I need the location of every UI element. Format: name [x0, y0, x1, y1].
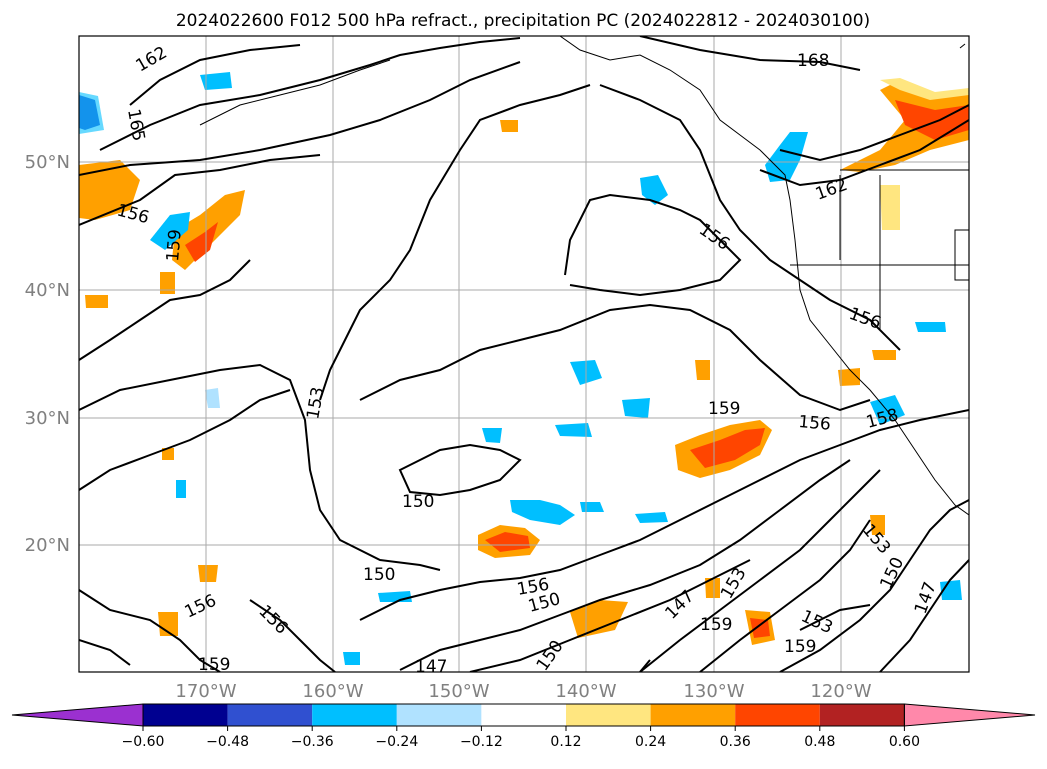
contour-label: 159 — [700, 615, 732, 635]
colorbar-outline — [142, 703, 905, 727]
contour-label: 150 — [402, 492, 434, 512]
graticule — [79, 36, 969, 672]
colorbar-segment — [650, 704, 736, 726]
colorbar-segment — [143, 704, 228, 726]
colorbar-extend-low — [11, 703, 144, 727]
colorbar-tick-label: −0.36 — [291, 734, 334, 750]
colorbar-tick-label: 0.36 — [720, 734, 751, 750]
lon-label: 120°W — [810, 681, 871, 702]
precip-shading — [79, 72, 969, 665]
colorbar-segments — [11, 703, 1036, 727]
colorbar-tick-label: −0.12 — [460, 734, 503, 750]
contour-label: 147 — [415, 657, 447, 677]
colorbar-segment — [396, 704, 482, 726]
colorbar-segment — [819, 704, 905, 726]
colorbar-tick-label: −0.24 — [375, 734, 418, 750]
map-title: 2024022600 F012 500 hPa refract., precip… — [176, 11, 870, 31]
colorbar-segment — [227, 704, 313, 726]
colorbar-tick-label: 0.48 — [804, 734, 835, 750]
map-area: 168 162 165 156 159 156 156 153 150 150 … — [79, 36, 969, 677]
contour-label: 150 — [363, 565, 395, 585]
lon-label: 130°W — [683, 681, 744, 702]
lat-label: 20°N — [25, 535, 70, 556]
colorbar-tick-label: 0.60 — [889, 734, 920, 750]
coastlines — [199, 36, 969, 516]
colorbar-segment — [735, 704, 820, 726]
contour-label: 159 — [198, 655, 230, 675]
lat-label: 40°N — [25, 280, 70, 301]
contour-label: 156 — [798, 412, 832, 435]
colorbar-tick-label: 0.24 — [635, 734, 666, 750]
lon-label: 160°W — [302, 681, 363, 702]
colorbar-tick-label: −0.48 — [206, 734, 249, 750]
colorbar-segment — [312, 704, 397, 726]
colorbar-segment — [566, 704, 651, 726]
contour-label: 168 — [797, 51, 829, 71]
colorbar-tick-label: −0.60 — [122, 734, 165, 750]
contour-label: 159 — [784, 637, 816, 657]
lon-label: 140°W — [555, 681, 616, 702]
lat-labels: 50°N 40°N 30°N 20°N — [25, 152, 70, 556]
colorbar-tick-label: 0.12 — [550, 734, 581, 750]
refractivity-contours — [79, 36, 969, 672]
colorbar-extend-high — [903, 703, 1036, 727]
lon-label: 150°W — [428, 681, 489, 702]
contour-label: 159 — [163, 228, 186, 262]
colorbar: −0.60 −0.48 −0.36 −0.24 −0.12 0.12 0.24 0.36 0.4… — [11, 703, 1036, 750]
map-frame — [78, 35, 970, 673]
contour-label: 159 — [708, 399, 740, 419]
lon-label: 170°W — [175, 681, 236, 702]
lat-label: 50°N — [25, 152, 70, 173]
colorbar-segment — [481, 704, 566, 726]
colorbar-ticks: −0.60 −0.48 −0.36 −0.24 −0.12 0.12 0.24 0.36 0.4… — [122, 726, 920, 750]
lat-label: 30°N — [25, 408, 70, 429]
lon-labels: 170°W 160°W 150°W 140°W 130°W 120°W — [175, 681, 871, 702]
